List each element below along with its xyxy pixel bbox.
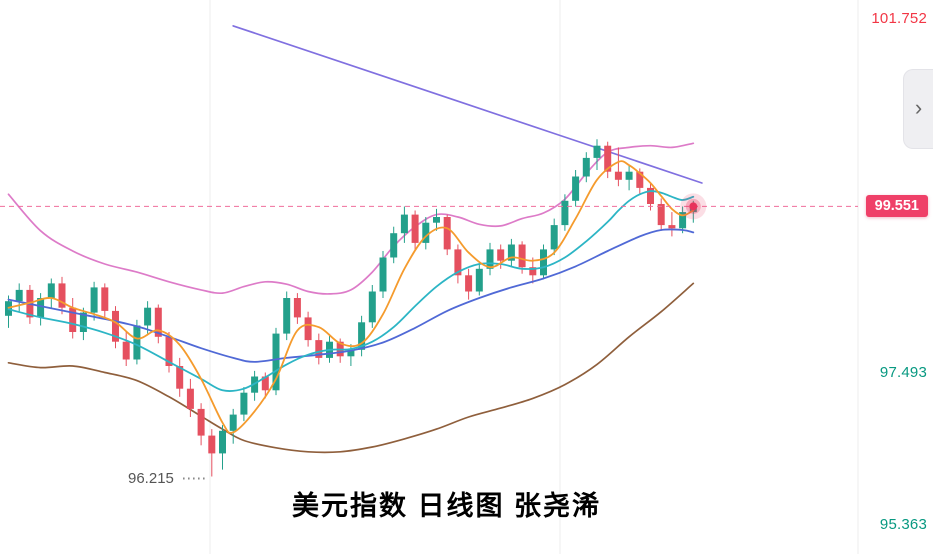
low-price-annotation: 96.215 xyxy=(128,470,174,487)
chart-title: 美元指数 日线图 张尧浠 xyxy=(291,491,601,521)
chevron-right-icon: › xyxy=(914,95,923,120)
axis-label-low: 95.363 xyxy=(879,516,927,533)
axis-label-high: 101.752 xyxy=(871,10,927,27)
collapse-panel-tab[interactable]: › xyxy=(903,69,933,149)
axis-label-mid: 97.493 xyxy=(879,364,927,381)
current-price-badge: 99.551 xyxy=(865,195,928,217)
